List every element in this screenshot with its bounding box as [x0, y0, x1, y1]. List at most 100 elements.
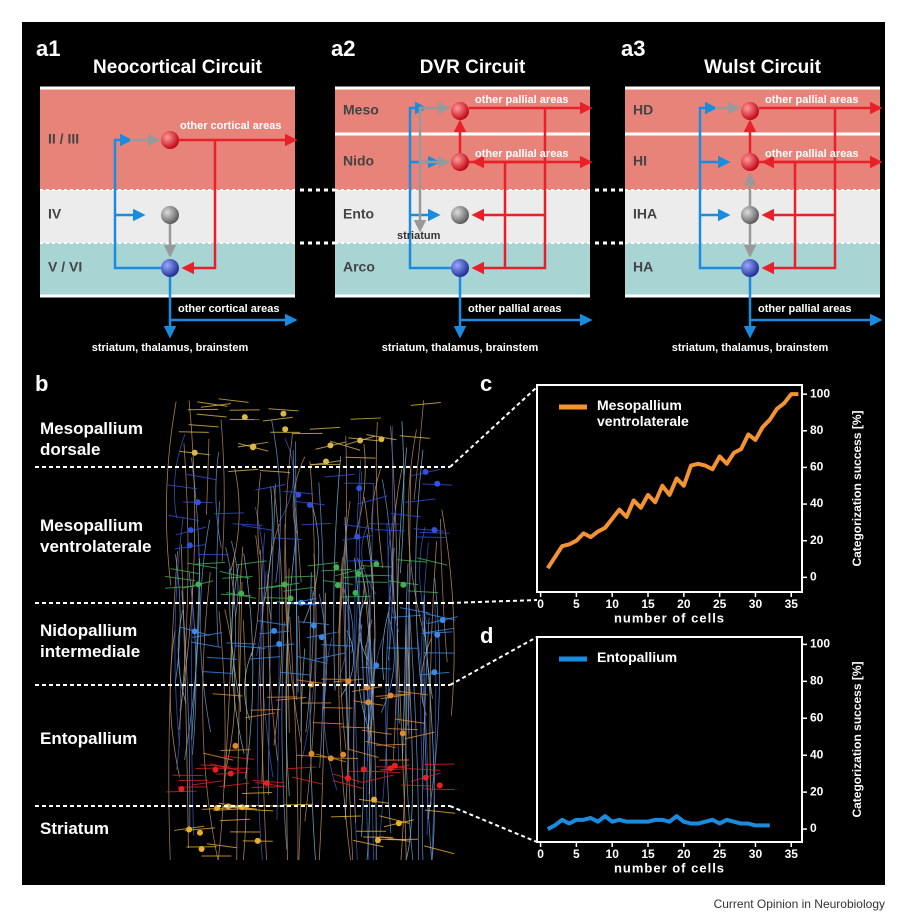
neurite — [424, 763, 455, 766]
layer-label: V / VI — [48, 259, 82, 275]
neurite — [397, 559, 428, 563]
neurite — [332, 780, 363, 789]
neurite — [405, 648, 413, 861]
neurite — [404, 731, 435, 740]
neurite — [301, 522, 332, 526]
neurite — [322, 707, 353, 709]
neurite — [200, 403, 231, 408]
layer-label: Ento — [343, 206, 374, 222]
legend-entry: Entopallium — [597, 649, 678, 665]
neurite — [413, 400, 425, 500]
y-axis-label: Categorization success [%] — [850, 410, 864, 566]
neurite — [191, 581, 194, 836]
soma — [431, 669, 438, 676]
soma — [318, 634, 325, 641]
neurite — [340, 726, 371, 729]
neurite — [243, 553, 254, 780]
neurite — [335, 567, 366, 577]
neurite — [243, 808, 274, 812]
soma — [191, 628, 198, 635]
soma — [308, 750, 315, 757]
neurite — [375, 743, 406, 746]
neurite — [343, 584, 354, 861]
arrow — [408, 101, 451, 270]
neuron — [451, 153, 469, 171]
neurite — [423, 627, 454, 634]
neurite — [167, 484, 198, 490]
neurite — [250, 656, 281, 660]
neurite — [214, 512, 245, 515]
neurite — [348, 559, 379, 562]
soma — [344, 775, 351, 782]
neurite — [354, 459, 362, 785]
region-label: striatum — [397, 230, 441, 242]
neurite — [420, 638, 432, 716]
neurite — [179, 400, 196, 712]
neurite — [219, 782, 250, 788]
neurite — [232, 523, 263, 526]
panel-label: a1 — [36, 36, 60, 61]
neurite — [202, 571, 219, 861]
neurite — [187, 562, 218, 569]
neurite — [192, 632, 223, 638]
neurite — [174, 554, 181, 684]
plot-frame — [536, 384, 803, 593]
neurite — [174, 517, 184, 746]
neurite — [262, 416, 293, 422]
neurite — [345, 526, 350, 750]
soma — [241, 414, 248, 421]
neurite — [281, 621, 288, 850]
neurite — [284, 575, 315, 578]
neurite — [361, 524, 377, 595]
neurite — [206, 656, 237, 660]
neurite — [173, 433, 186, 519]
soma — [357, 437, 364, 444]
legend-box: Entopallium — [597, 649, 678, 665]
neurite — [298, 615, 302, 861]
y-tick-label: 100 — [810, 386, 830, 400]
neurite — [271, 537, 302, 541]
neurite — [236, 560, 267, 566]
neurite — [334, 580, 349, 689]
neurite — [242, 524, 273, 531]
neurite — [408, 590, 439, 594]
neurite — [250, 709, 281, 711]
neurite — [358, 597, 369, 661]
output-label: striatum, thalamus, brainstem — [92, 342, 249, 354]
neurite — [165, 401, 177, 586]
neurite — [350, 417, 381, 420]
neuron — [451, 102, 469, 120]
neurite — [291, 776, 323, 785]
neurite — [324, 473, 355, 478]
neurite — [380, 693, 411, 700]
neurite — [168, 551, 178, 861]
x-tick-label: 10 — [606, 597, 620, 611]
neurite — [206, 438, 210, 515]
neurite — [251, 786, 282, 789]
neurite — [276, 696, 307, 701]
x-tick-label: 5 — [573, 847, 580, 861]
x-tick-label: 30 — [749, 597, 763, 611]
neurite — [382, 479, 393, 661]
neurite — [295, 508, 302, 583]
neurite — [280, 671, 311, 676]
neurite — [321, 568, 352, 572]
neurite — [401, 784, 432, 787]
soma — [195, 581, 202, 588]
neurite — [405, 498, 436, 503]
y-tick-label: 60 — [810, 460, 824, 474]
neurite — [440, 519, 448, 663]
soma — [282, 426, 289, 433]
arrow-label: other pallial areas — [758, 303, 852, 315]
neurite — [399, 435, 430, 439]
neurite — [339, 501, 351, 750]
neurite — [286, 602, 317, 606]
neuron — [161, 206, 179, 224]
soma — [306, 501, 313, 508]
soma — [238, 590, 245, 597]
neurite — [292, 449, 299, 693]
neuron — [451, 259, 469, 277]
soma — [434, 631, 441, 638]
arrow-label: other pallial areas — [475, 94, 569, 106]
x-tick-label: 20 — [677, 597, 691, 611]
